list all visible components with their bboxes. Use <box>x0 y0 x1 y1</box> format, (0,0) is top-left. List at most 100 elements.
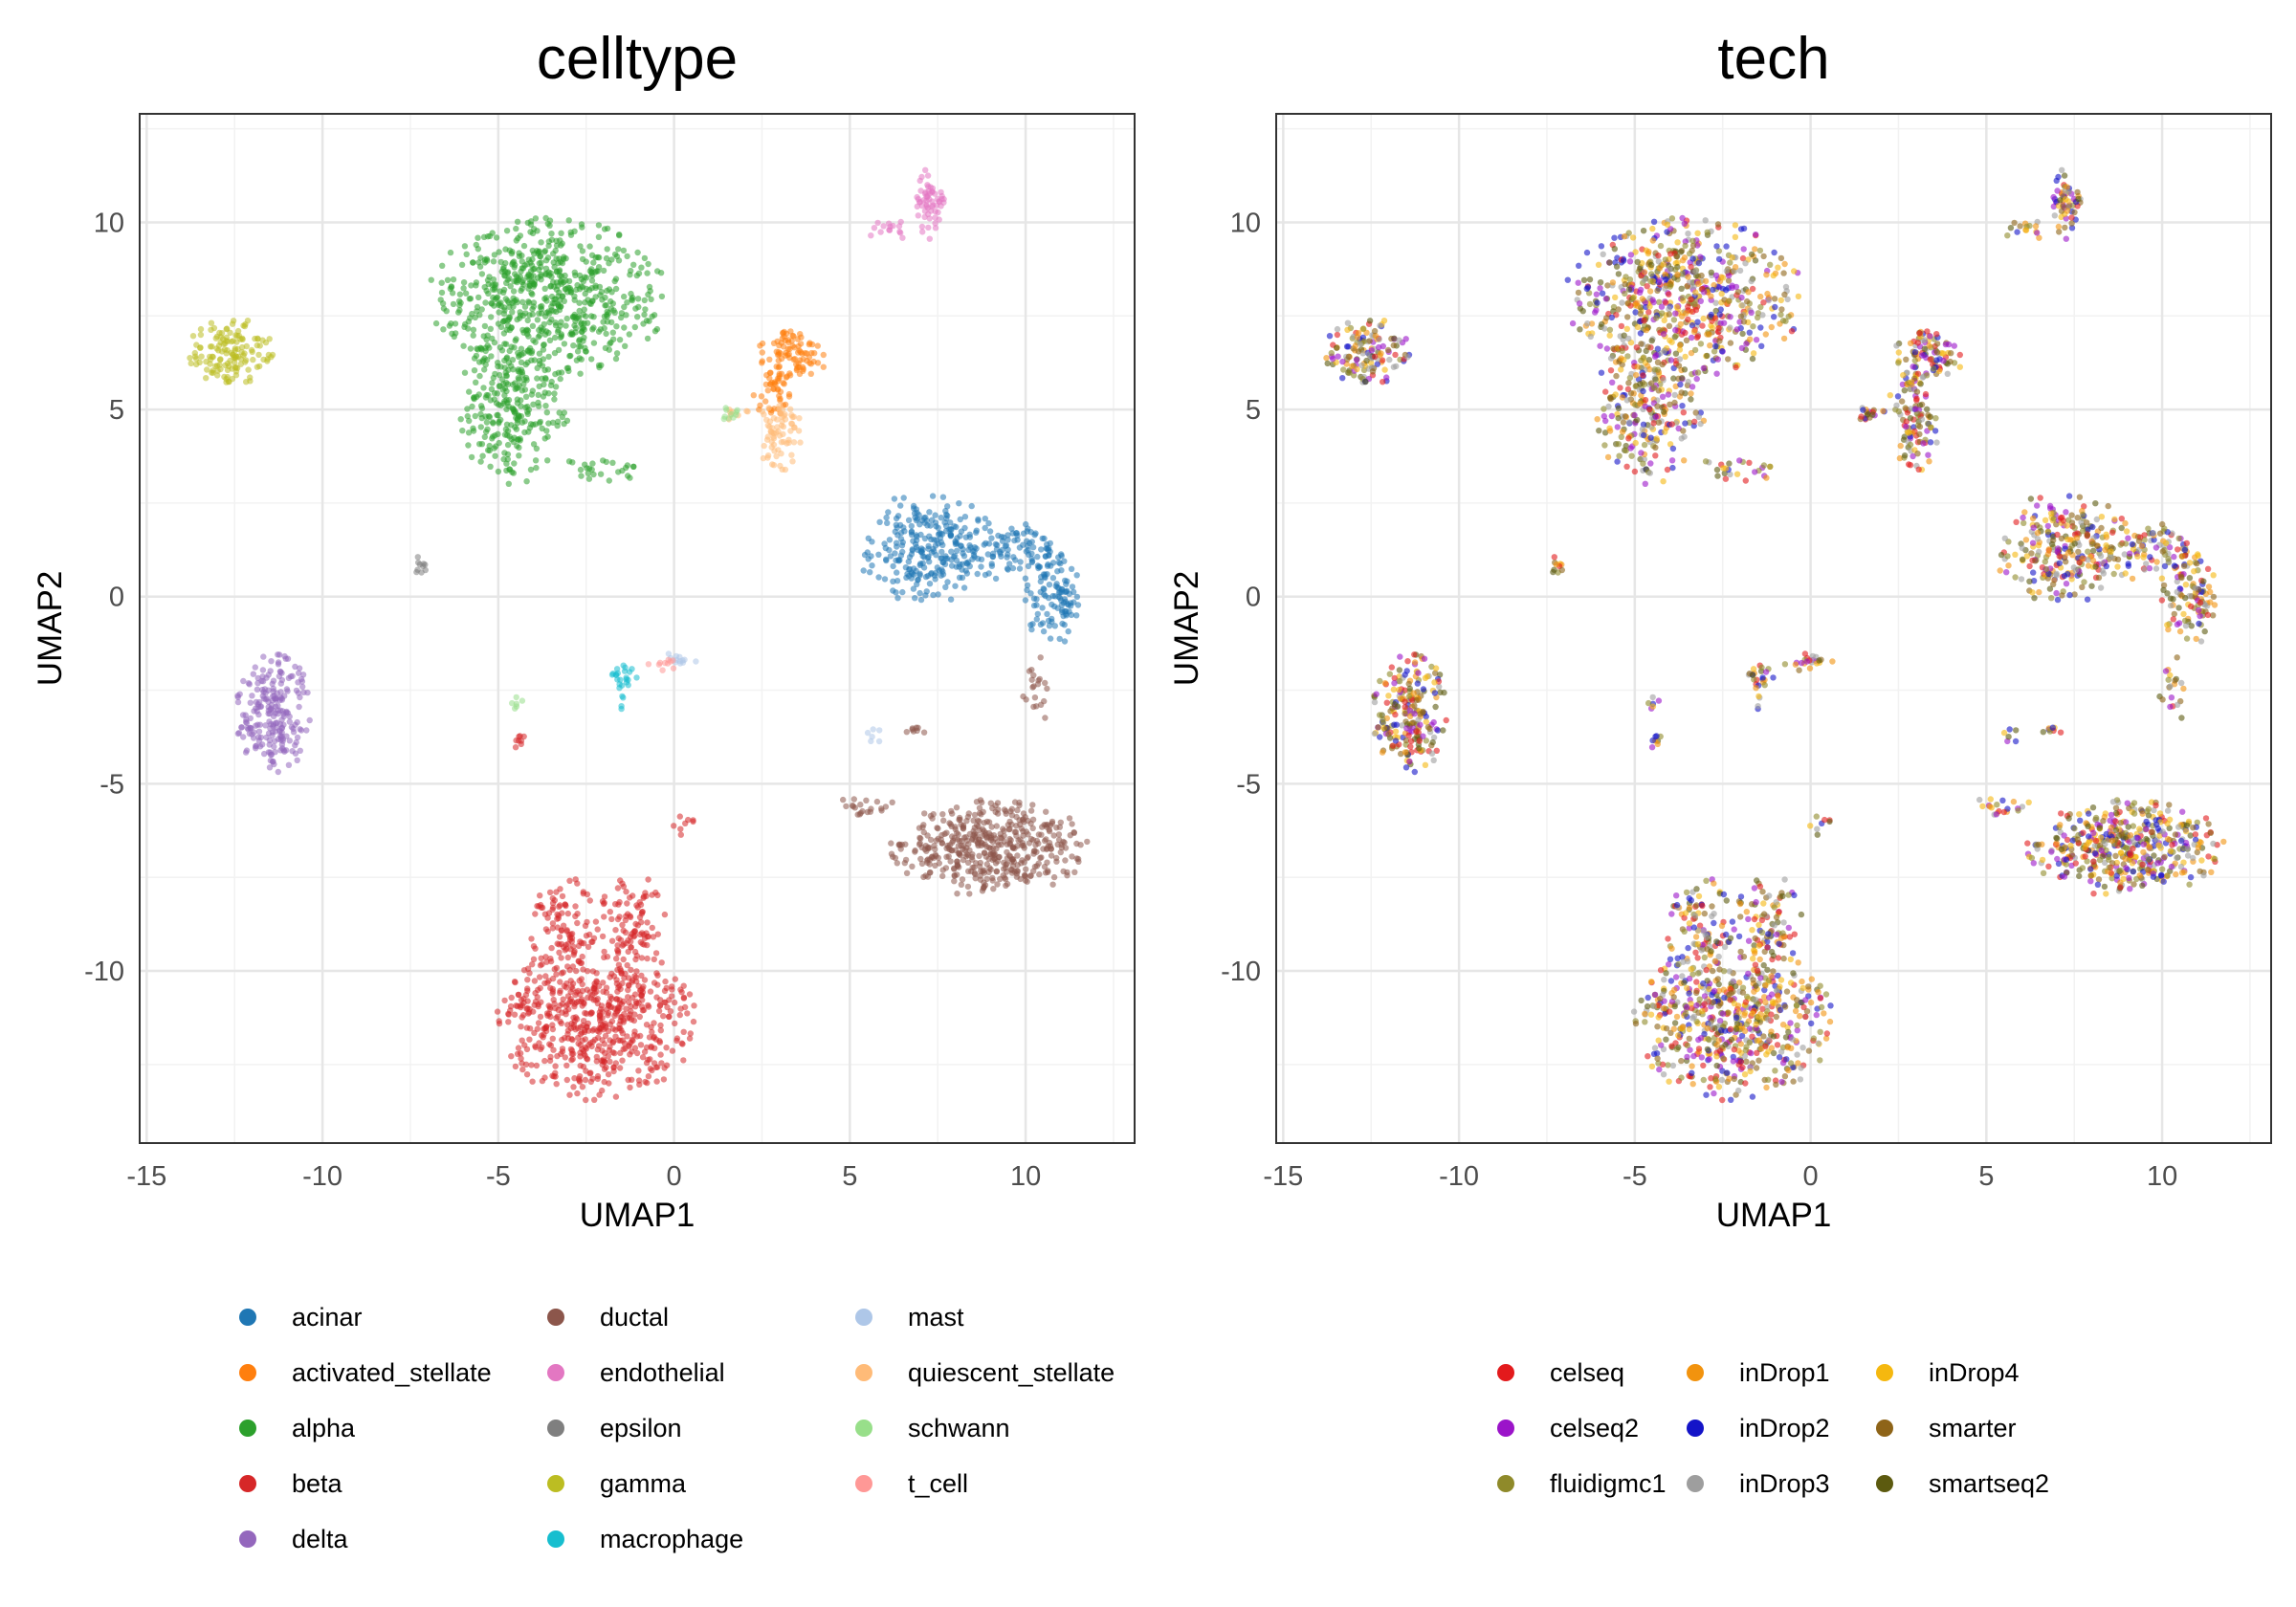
data-point <box>931 537 938 543</box>
data-point <box>1625 435 1632 442</box>
data-point <box>605 1012 611 1019</box>
data-point <box>1035 831 1043 838</box>
data-point <box>974 570 981 578</box>
data-point <box>548 944 555 952</box>
data-point <box>641 297 648 304</box>
data-point <box>296 703 302 711</box>
data-point <box>508 994 515 1002</box>
data-point <box>515 991 522 999</box>
data-point <box>479 452 486 459</box>
data-point <box>989 874 996 882</box>
data-point <box>611 1049 618 1057</box>
data-point <box>1911 357 1919 364</box>
data-point <box>463 251 470 257</box>
data-point <box>267 725 274 732</box>
data-point <box>623 312 629 319</box>
data-point <box>651 956 657 963</box>
data-point <box>265 749 273 756</box>
data-point <box>1006 826 1013 832</box>
data-point <box>230 318 237 324</box>
data-point <box>541 320 547 328</box>
data-point <box>519 253 525 259</box>
data-point <box>545 242 552 250</box>
data-point <box>543 409 550 416</box>
data-point <box>481 355 488 362</box>
data-point <box>910 585 917 592</box>
data-point <box>526 1025 534 1032</box>
data-point <box>1597 279 1604 286</box>
data-point <box>2129 540 2135 548</box>
data-point <box>448 320 454 327</box>
plot-border <box>139 113 1136 1144</box>
data-point <box>993 546 1001 553</box>
data-point <box>2076 559 2083 566</box>
data-point <box>631 1011 638 1018</box>
data-point <box>1060 599 1068 606</box>
data-point <box>210 369 216 376</box>
data-point <box>631 991 639 998</box>
data-point <box>613 666 621 672</box>
data-point <box>1678 285 1685 292</box>
data-point <box>1037 854 1044 862</box>
data-point <box>295 679 301 686</box>
data-point <box>2088 583 2095 589</box>
data-point <box>971 553 978 561</box>
celltype-legend: acinaractivated_stellatealphabetadeltadu… <box>239 1303 1115 1553</box>
data-point <box>509 309 516 316</box>
data-point <box>2176 627 2184 635</box>
data-point <box>604 319 611 325</box>
data-point <box>590 471 597 478</box>
data-point <box>2114 556 2122 562</box>
data-point <box>468 453 475 461</box>
data-point <box>672 1020 678 1027</box>
data-point <box>788 451 795 458</box>
data-point <box>507 283 514 290</box>
data-point <box>939 559 946 566</box>
data-point <box>1753 337 1760 343</box>
data-point <box>600 267 607 275</box>
data-point <box>461 369 469 376</box>
data-point <box>544 457 551 464</box>
data-point <box>598 289 606 296</box>
data-point <box>863 797 870 804</box>
data-point <box>464 406 471 412</box>
data-point <box>203 375 210 382</box>
data-point <box>762 381 770 388</box>
data-point <box>629 1036 635 1044</box>
data-point <box>564 910 571 917</box>
data-point <box>1687 251 1693 257</box>
data-point <box>259 337 266 343</box>
data-point <box>583 1010 590 1017</box>
data-point <box>585 943 592 951</box>
data-point <box>497 371 503 379</box>
data-point <box>1687 278 1693 286</box>
data-point <box>623 674 629 681</box>
data-point <box>2031 595 2038 602</box>
data-point <box>942 528 950 535</box>
data-point <box>537 303 544 310</box>
data-point <box>551 396 558 403</box>
data-point <box>594 1000 602 1007</box>
data-point <box>599 1087 606 1094</box>
data-point <box>2093 542 2101 549</box>
data-point <box>245 366 252 373</box>
data-point <box>534 375 541 382</box>
data-point <box>1951 342 1958 349</box>
data-point <box>2182 594 2189 602</box>
data-point <box>893 515 900 522</box>
data-point <box>257 703 265 710</box>
data-point <box>920 197 927 204</box>
data-point <box>561 420 567 428</box>
data-point <box>245 680 253 687</box>
data-point <box>465 429 473 436</box>
data-point <box>1933 349 1941 356</box>
data-point <box>1661 408 1667 415</box>
data-point <box>1933 341 1941 347</box>
data-point <box>903 870 911 876</box>
data-point <box>548 303 555 310</box>
data-point <box>1030 602 1038 609</box>
data-point <box>680 982 687 989</box>
data-point <box>563 364 570 372</box>
data-point <box>1727 340 1734 346</box>
data-point <box>1699 322 1706 329</box>
